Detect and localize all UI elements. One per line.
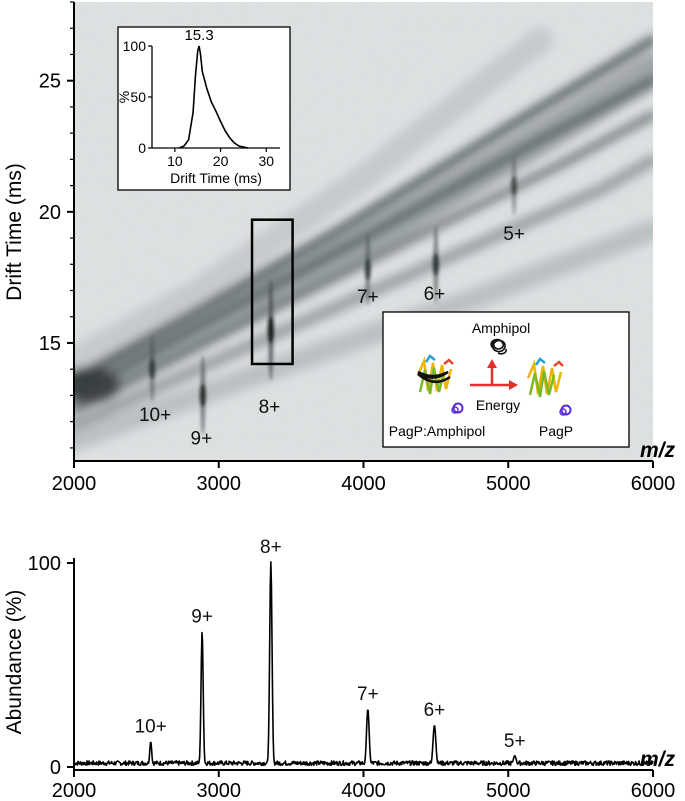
inset-xlabel: Drift Time (ms) — [170, 170, 262, 186]
inset-x-tick-label: 30 — [258, 153, 274, 169]
pagp-amphipol-protein-icon — [416, 354, 464, 414]
heatmap-charge-label: 8+ — [259, 397, 281, 418]
spectrum-x-tick-label: 5000 — [486, 780, 531, 801]
inset-x-tick-label: 10 — [167, 153, 183, 169]
spectrum-peak-label: 7+ — [357, 684, 379, 705]
heatmap-x-tick-label: 5000 — [486, 473, 531, 495]
spectrum-peak-label: 5+ — [504, 731, 526, 752]
dissociation-schematic: Amphipol Energy — [382, 311, 630, 448]
spectrum-peak-label: 10+ — [135, 717, 167, 738]
heatmap-y-tick-label: 15 — [39, 333, 61, 355]
inset-ylabel: % — [116, 91, 132, 103]
spectrum-peak-label: 8+ — [260, 537, 282, 558]
heatmap-mz-label: m/z — [640, 439, 676, 462]
schematic-right-label: PagP — [539, 423, 573, 439]
spectrum-trace — [73, 561, 654, 767]
spectrum-peak-label: 6+ — [424, 700, 446, 721]
spectrum-x-tick-label: 6000 — [631, 780, 676, 801]
spectrum-peak-label: 9+ — [191, 606, 213, 627]
inset-x-tick-label: 20 — [213, 153, 229, 169]
spectrum-y-tick-label: 0 — [50, 757, 61, 779]
schematic-arrow-label: Energy — [476, 397, 520, 413]
inset-y-tick-label: 50 — [130, 89, 146, 105]
spectrum-x-tick-label: 3000 — [197, 780, 242, 801]
heatmap-x-tick-label: 2000 — [52, 473, 97, 495]
heatmap-charge-label: 9+ — [191, 428, 213, 449]
heatmap-x-tick-label: 4000 — [341, 473, 386, 495]
spectrum-x-tick-label: 2000 — [52, 780, 97, 801]
spectrum-y-tick-label: 100 — [28, 553, 61, 575]
inset-peak-label: 15.3 — [184, 27, 213, 44]
heatmap-charge-label: 7+ — [357, 287, 379, 308]
heatmap-charge-label: 5+ — [503, 224, 525, 245]
schematic-top-label: Amphipol — [472, 320, 530, 336]
spectrum-mz-label: m/z — [640, 748, 676, 771]
heatmap-panel: 2000 3000 4000 5000 6000 15 20 25 Drift Time (… — [3, 1, 676, 495]
spectrum-x-tick-label: 4000 — [341, 780, 386, 801]
schematic-left-label: PagP:Amphipol — [389, 423, 486, 439]
inset-y-tick-label: 100 — [123, 38, 147, 54]
pagp-protein-icon — [526, 357, 572, 416]
inset-trace — [179, 45, 249, 149]
heatmap-x-tick-label: 3000 — [197, 473, 242, 495]
inset-y-tick-label: 0 — [138, 140, 146, 156]
heatmap-y-tick-label: 25 — [39, 71, 61, 93]
heatmap-charge-label: 6+ — [424, 284, 446, 305]
spectrum-ylabel: Abundance (%) — [3, 590, 26, 735]
drift-time-inset: 10 20 30 0 50 100 15.3 % Drift Time (ms) — [116, 26, 291, 191]
amphipol-coil-icon — [490, 338, 507, 355]
heatmap-x-tick-label: 6000 — [631, 473, 676, 495]
highlight-box — [250, 218, 294, 366]
heatmap-ylabel: Drift Time (ms) — [3, 163, 26, 301]
heatmap-charge-label: 10+ — [139, 405, 171, 426]
heatmap-y-tick-label: 20 — [39, 202, 61, 224]
